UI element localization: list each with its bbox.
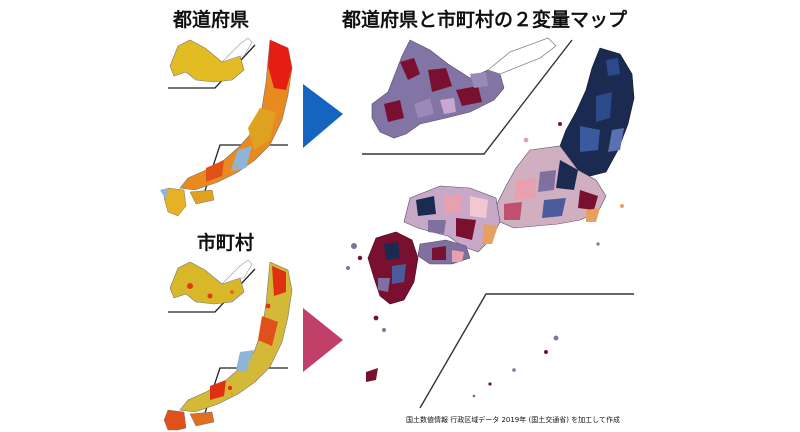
shikoku-shape bbox=[189, 411, 215, 427]
municipality-map-title: 市町村 bbox=[197, 232, 255, 254]
municipality-choropleth-map bbox=[163, 259, 293, 431]
prefecture-choropleth-map bbox=[160, 37, 293, 217]
arrow-right-icon-blue bbox=[303, 84, 343, 148]
bivariate-map-title: 都道府県と市町村の２変量マップ bbox=[342, 9, 628, 31]
data-source-credit: 国土数値情報 行政区域データ 2019年 (国土交通省) を加工して作成 bbox=[406, 416, 620, 424]
kyushu-shape bbox=[163, 409, 187, 431]
hokkaido-shape bbox=[169, 39, 245, 83]
kyushu-shape bbox=[163, 187, 187, 217]
arrow-right-icon-pink bbox=[303, 308, 343, 372]
prefecture-map-title: 都道府県 bbox=[173, 9, 250, 31]
shikoku-shape bbox=[189, 189, 215, 205]
hokkaido-shape bbox=[169, 261, 245, 305]
bivariate-map bbox=[346, 37, 635, 409]
